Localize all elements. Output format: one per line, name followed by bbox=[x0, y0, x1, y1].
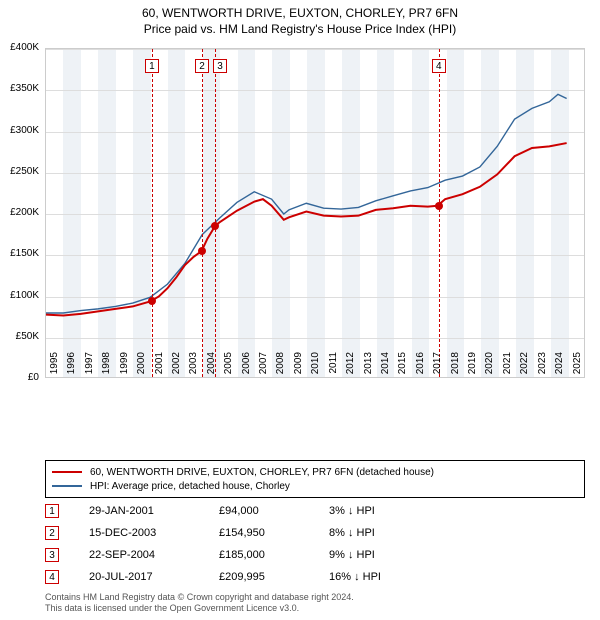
x-axis-label: 2004 bbox=[206, 352, 217, 382]
event-row-num: 3 bbox=[45, 548, 59, 562]
plot: 1 23 4 bbox=[45, 48, 585, 378]
x-axis-label: 2005 bbox=[223, 352, 234, 382]
title-block: 60, WENTWORTH DRIVE, EUXTON, CHORLEY, PR… bbox=[0, 0, 600, 36]
x-axis-label: 2020 bbox=[484, 352, 495, 382]
y-axis-label: £150K bbox=[0, 248, 39, 259]
legend-label-blue: HPI: Average price, detached house, Chor… bbox=[90, 481, 290, 492]
event-row: 3 22-SEP-2004 £185,000 9% ↓ HPI bbox=[45, 544, 585, 566]
chart-area: 1234 £0£50K£100K£150K£200K£250K£300K£350… bbox=[45, 48, 585, 418]
y-axis-label: £250K bbox=[0, 166, 39, 177]
legend-row-red: 60, WENTWORTH DRIVE, EUXTON, CHORLEY, PR… bbox=[52, 465, 578, 479]
arrow-down-icon: ↓ bbox=[348, 505, 354, 517]
y-axis-label: £200K bbox=[0, 207, 39, 218]
x-axis-label: 2016 bbox=[415, 352, 426, 382]
x-axis-label: 2014 bbox=[380, 352, 391, 382]
x-axis-label: 2019 bbox=[467, 352, 478, 382]
y-axis-label: £100K bbox=[0, 290, 39, 301]
legend-row-blue: HPI: Average price, detached house, Chor… bbox=[52, 479, 578, 493]
event-row: 2 15-DEC-2003 £154,950 8% ↓ HPI bbox=[45, 522, 585, 544]
x-axis-label: 2017 bbox=[432, 352, 443, 382]
event-row-pct: 8% ↓ HPI bbox=[329, 527, 429, 539]
x-axis-label: 2021 bbox=[502, 352, 513, 382]
event-price-marker bbox=[435, 202, 443, 210]
event-row-pct: 16% ↓ HPI bbox=[329, 571, 429, 583]
title-address: 60, WENTWORTH DRIVE, EUXTON, CHORLEY, PR… bbox=[0, 6, 600, 20]
x-axis-label: 2008 bbox=[275, 352, 286, 382]
event-row: 4 20-JUL-2017 £209,995 16% ↓ HPI bbox=[45, 566, 585, 588]
arrow-down-icon: ↓ bbox=[348, 549, 354, 561]
container: 60, WENTWORTH DRIVE, EUXTON, CHORLEY, PR… bbox=[0, 0, 600, 620]
arrow-down-icon: ↓ bbox=[354, 571, 360, 583]
events-table: 1 29-JAN-2001 £94,000 3% ↓ HPI 2 15-DEC-2003 £… bbox=[45, 500, 585, 588]
x-axis-label: 2003 bbox=[188, 352, 199, 382]
event-row-price: £154,950 bbox=[219, 527, 299, 539]
event-marker-line bbox=[202, 49, 203, 377]
legend-swatch-blue bbox=[52, 485, 82, 487]
series-line bbox=[46, 94, 567, 313]
x-axis-label: 2006 bbox=[241, 352, 252, 382]
x-axis-label: 2002 bbox=[171, 352, 182, 382]
legend-swatch-red bbox=[52, 471, 82, 473]
x-axis-label: 2024 bbox=[554, 352, 565, 382]
event-number-box: 1 bbox=[145, 59, 159, 73]
x-axis-label: 2013 bbox=[363, 352, 374, 382]
event-row-date: 20-JUL-2017 bbox=[89, 571, 189, 583]
event-row-num: 2 bbox=[45, 526, 59, 540]
event-row: 1 29-JAN-2001 £94,000 3% ↓ HPI bbox=[45, 500, 585, 522]
x-axis-label: 2000 bbox=[136, 352, 147, 382]
event-row-date: 29-JAN-2001 bbox=[89, 505, 189, 517]
legend: 60, WENTWORTH DRIVE, EUXTON, CHORLEY, PR… bbox=[45, 460, 585, 498]
event-marker-line bbox=[439, 49, 440, 377]
event-marker-line bbox=[215, 49, 216, 377]
x-axis-label: 2009 bbox=[293, 352, 304, 382]
event-row-price: £185,000 bbox=[219, 549, 299, 561]
y-axis-label: £350K bbox=[0, 83, 39, 94]
x-axis-label: 2007 bbox=[258, 352, 269, 382]
event-row-date: 15-DEC-2003 bbox=[89, 527, 189, 539]
x-axis-label: 2011 bbox=[328, 352, 339, 382]
footer-line1: Contains HM Land Registry data © Crown c… bbox=[45, 592, 585, 603]
event-row-date: 22-SEP-2004 bbox=[89, 549, 189, 561]
chart-lines-svg bbox=[46, 49, 584, 379]
x-axis-label: 1998 bbox=[101, 352, 112, 382]
x-axis-label: 2018 bbox=[450, 352, 461, 382]
event-row-price: £94,000 bbox=[219, 505, 299, 517]
y-axis-label: £50K bbox=[0, 331, 39, 342]
x-axis-label: 2015 bbox=[397, 352, 408, 382]
event-price-marker bbox=[211, 222, 219, 230]
arrow-down-icon: ↓ bbox=[348, 527, 354, 539]
x-axis-label: 1999 bbox=[119, 352, 130, 382]
y-axis-label: £400K bbox=[0, 42, 39, 53]
event-number-box: 4 bbox=[432, 59, 446, 73]
event-row-price: £209,995 bbox=[219, 571, 299, 583]
y-axis-label: £0 bbox=[0, 372, 39, 383]
y-axis-label: £300K bbox=[0, 125, 39, 136]
event-price-marker bbox=[198, 247, 206, 255]
footer: Contains HM Land Registry data © Crown c… bbox=[45, 592, 585, 614]
event-number-box: 3 bbox=[213, 59, 227, 73]
event-row-pct: 3% ↓ HPI bbox=[329, 505, 429, 517]
x-axis-label: 2022 bbox=[519, 352, 530, 382]
title-subtitle: Price paid vs. HM Land Registry's House … bbox=[0, 22, 600, 36]
event-marker-line bbox=[152, 49, 153, 377]
event-row-num: 1 bbox=[45, 504, 59, 518]
x-axis-label: 2010 bbox=[310, 352, 321, 382]
x-axis-label: 2012 bbox=[345, 352, 356, 382]
x-axis-label: 2023 bbox=[537, 352, 548, 382]
legend-label-red: 60, WENTWORTH DRIVE, EUXTON, CHORLEY, PR… bbox=[90, 467, 434, 478]
event-row-pct: 9% ↓ HPI bbox=[329, 549, 429, 561]
x-axis-label: 2001 bbox=[154, 352, 165, 382]
footer-line2: This data is licensed under the Open Gov… bbox=[45, 603, 585, 614]
x-axis-label: 1996 bbox=[66, 352, 77, 382]
x-axis-label: 2025 bbox=[572, 352, 583, 382]
event-row-num: 4 bbox=[45, 570, 59, 584]
series-line bbox=[46, 143, 567, 315]
x-axis-label: 1995 bbox=[49, 352, 60, 382]
event-number-box: 2 bbox=[195, 59, 209, 73]
event-price-marker bbox=[148, 297, 156, 305]
x-axis-label: 1997 bbox=[84, 352, 95, 382]
